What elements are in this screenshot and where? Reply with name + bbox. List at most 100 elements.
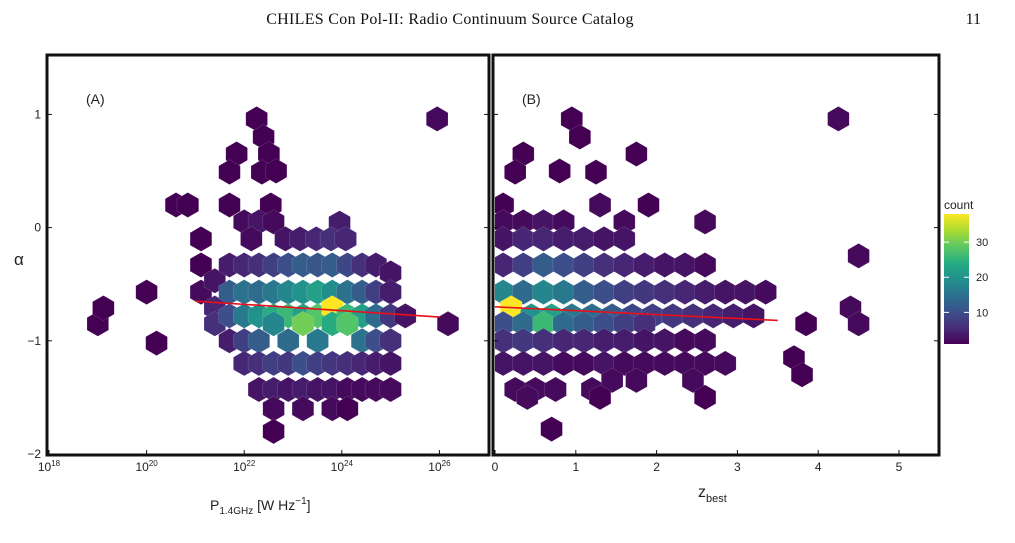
colorbar-title: count <box>944 198 974 212</box>
panel-a-hex-bins <box>86 106 460 445</box>
hex-bin <box>673 279 696 305</box>
panel-b-axes: 0 1 2 3 4 5 <box>492 113 939 474</box>
panel-b-frame <box>491 53 941 457</box>
y-axis-label: α <box>14 250 24 269</box>
hex-bin <box>633 279 656 305</box>
hex-bin <box>613 226 636 252</box>
hex-bin <box>593 279 616 305</box>
hex-bin <box>544 376 567 403</box>
hex-bin <box>512 350 535 377</box>
hex-bin <box>495 350 515 377</box>
hex-bin <box>394 303 417 329</box>
hex-bin <box>336 311 359 337</box>
hex-bin <box>436 311 460 337</box>
colorbar-ticks: 10 20 30 <box>944 237 988 319</box>
hex-bin <box>572 252 595 278</box>
hex-bin <box>552 252 575 278</box>
x-axis-label-b: zbest <box>698 484 727 505</box>
hex-bin <box>694 252 717 278</box>
hex-bin <box>379 350 402 377</box>
hex-bin <box>694 328 717 354</box>
hex-bin <box>653 328 676 354</box>
hex-bin <box>426 106 449 132</box>
hex-bin <box>262 395 285 422</box>
hex-bin <box>702 303 725 329</box>
panel-a-fit-line <box>195 300 440 318</box>
hex-bin <box>673 252 696 278</box>
hex-bin <box>694 209 717 235</box>
hex-bin <box>552 279 575 305</box>
hex-bin <box>625 141 648 167</box>
hex-bin <box>240 226 263 252</box>
x-tick-label: 1020 <box>135 459 158 474</box>
x-tick-label: 0 <box>492 460 499 474</box>
hex-bin <box>584 159 608 185</box>
hex-bin <box>92 295 115 321</box>
running-head: CHILES Con Pol-II: Radio Continuum Sourc… <box>266 11 634 28</box>
hex-bin <box>625 367 648 394</box>
hex-bin <box>694 279 717 305</box>
hex-bin <box>334 226 357 252</box>
hex-bin <box>790 362 814 388</box>
hex-bin <box>613 279 636 305</box>
fit-line <box>195 300 440 318</box>
panel-a-frame <box>45 53 491 457</box>
colorbar-tick-label: 20 <box>976 272 988 284</box>
hex-bin <box>495 252 515 278</box>
hex-bin <box>265 158 288 184</box>
hex-bin <box>694 384 717 411</box>
hex-bin <box>613 252 636 278</box>
hex-bin <box>795 311 818 337</box>
hex-bin <box>291 395 315 422</box>
hex-bin <box>734 279 757 305</box>
y-tick-label: 1 <box>34 107 41 121</box>
hex-bin <box>601 367 624 394</box>
hex-bin <box>145 330 168 356</box>
hex-bin <box>552 350 575 377</box>
hex-bin <box>593 252 616 278</box>
hex-bin <box>504 159 527 185</box>
hex-bin <box>262 311 285 337</box>
hex-bin <box>653 252 676 278</box>
y-tick-label: −2 <box>27 447 41 461</box>
hex-bin <box>540 416 563 442</box>
hex-bin <box>588 384 612 411</box>
hex-bin <box>379 279 402 305</box>
panel-a-axes: 1018 1020 1022 1024 1026 −2 −1 0 1 <box>27 107 489 474</box>
hex-bin <box>532 350 555 377</box>
hex-bin <box>588 192 612 218</box>
x-axis-label-a: P1.4GHz [W Hz−1] <box>210 496 311 517</box>
hex-bin <box>572 279 595 305</box>
hex-bin <box>847 311 870 337</box>
x-tick-label: 1022 <box>233 459 256 474</box>
hex-bin <box>532 252 555 278</box>
y-tick-label: −1 <box>27 334 41 348</box>
hex-bin <box>754 279 777 305</box>
hex-bin <box>633 252 656 278</box>
hex-bin <box>653 350 676 377</box>
hex-bin <box>218 159 241 185</box>
x-tick-label: 1024 <box>331 459 354 474</box>
colorbar-tick-label: 30 <box>976 237 988 249</box>
hex-bin <box>218 192 241 218</box>
panel-a-label: (A) <box>86 91 105 107</box>
hex-bin <box>262 418 285 445</box>
hex-bin <box>189 252 213 278</box>
hex-bin <box>714 350 737 377</box>
hex-bin <box>742 303 765 329</box>
hex-bin <box>653 279 676 305</box>
fit-line <box>494 306 778 322</box>
hex-bin <box>714 279 737 305</box>
x-tick-label: 5 <box>896 460 903 474</box>
page-number: 11 <box>965 11 981 28</box>
hex-bin <box>135 279 158 305</box>
x-tick-label: 3 <box>734 460 741 474</box>
hex-bin <box>262 209 285 235</box>
hex-bin <box>847 243 870 269</box>
hex-bin <box>189 226 213 252</box>
hex-bin <box>593 226 616 252</box>
hex-bin <box>512 252 535 278</box>
hex-bin <box>722 303 745 329</box>
hex-bin <box>572 226 595 252</box>
